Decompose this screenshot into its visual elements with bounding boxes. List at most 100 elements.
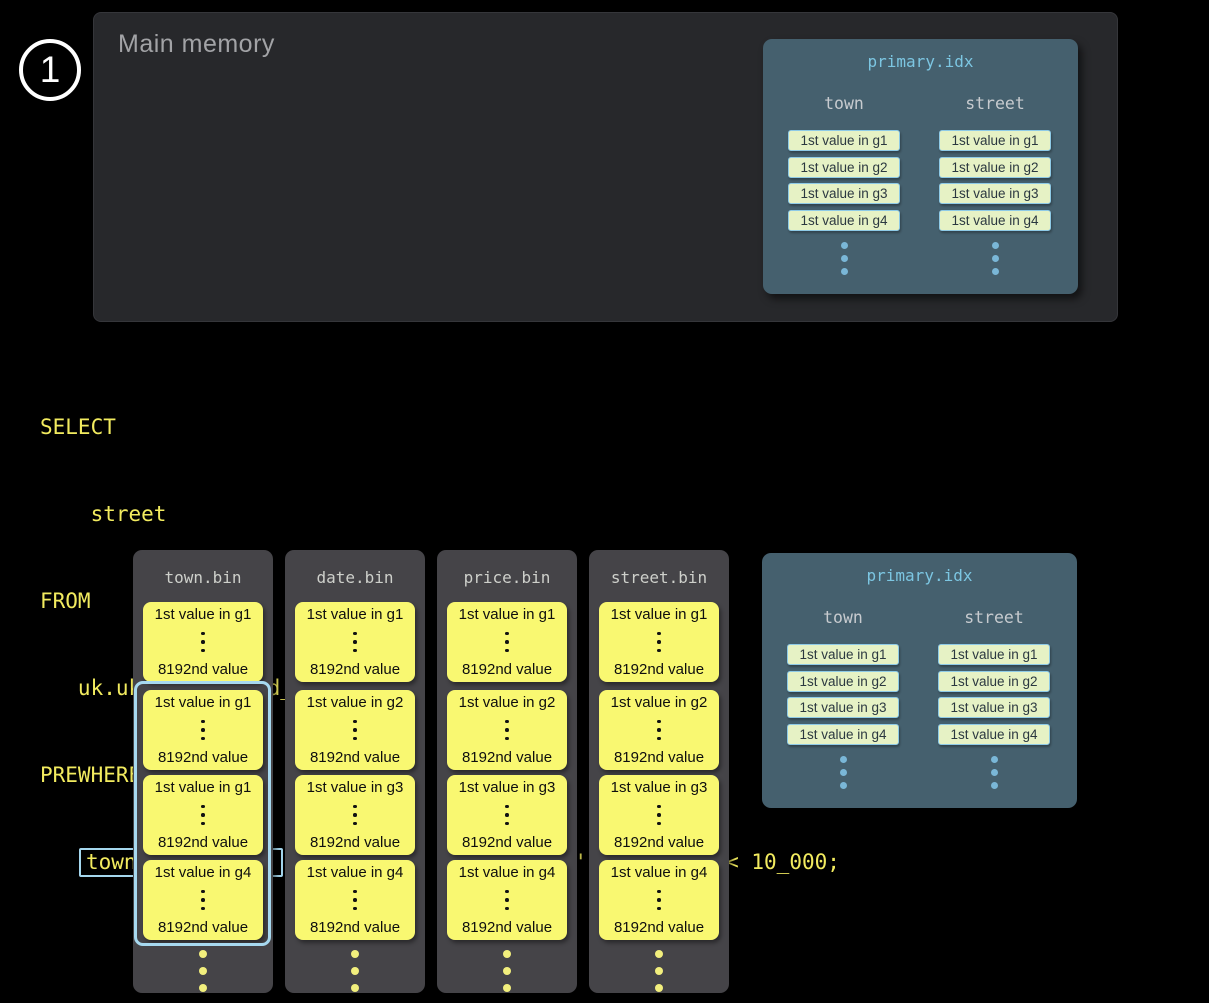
granule-last-value: 8192nd value (613, 749, 705, 766)
sql-line-prewhere: PREWHERE (40, 763, 142, 787)
bin-column-date: date.bin 1st value in g1 8192nd value 1s… (285, 550, 425, 993)
vertical-ellipsis-icon (505, 889, 509, 911)
ellipsis-dots-icon (788, 242, 900, 275)
step-number-badge: 1 (19, 39, 81, 101)
vertical-ellipsis-icon (353, 889, 357, 911)
main-memory-panel: Main memory primary.idx town street 1st … (93, 12, 1118, 322)
vertical-ellipsis-icon (353, 631, 357, 653)
bin-column-street: street.bin 1st value in g1 8192nd value … (589, 550, 729, 993)
granule-first-value: 1st value in g1 (154, 606, 252, 623)
sql-indent (40, 850, 78, 874)
vertical-ellipsis-icon (657, 889, 661, 911)
granule-last-value: 8192nd value (461, 661, 553, 678)
primary-idx-title: primary.idx (866, 566, 973, 585)
idx-cell: 1st value in g4 (787, 724, 899, 745)
granule-last-value: 8192nd value (309, 749, 401, 766)
idx-column-header-town: town (823, 608, 863, 627)
granule-block: 1st value in g1 8192nd value (599, 602, 719, 682)
ellipsis-dots-icon (938, 756, 1050, 789)
idx-column-header-street: street (964, 608, 1024, 627)
idx-cell: 1st value in g3 (787, 697, 899, 718)
ellipsis-dots-icon (437, 950, 577, 992)
granule-last-value: 8192nd value (461, 834, 553, 851)
granule-block: 1st value in g3 8192nd value (599, 775, 719, 855)
bin-column-title: street.bin (610, 568, 708, 587)
bin-column-title: date.bin (316, 568, 394, 587)
idx-cell: 1st value in g3 (939, 183, 1051, 204)
granule-first-value: 1st value in g2 (458, 694, 556, 711)
granule-first-value: 1st value in g3 (610, 779, 708, 796)
vertical-ellipsis-icon (657, 631, 661, 653)
ellipsis-dots-icon (589, 950, 729, 992)
idx-cell: 1st value in g1 (787, 644, 899, 665)
vertical-ellipsis-icon (657, 719, 661, 741)
primary-idx-panel-disk: primary.idx town street 1st value in g1 … (762, 553, 1077, 808)
granule-block: 1st value in g2 8192nd value (599, 690, 719, 770)
vertical-ellipsis-icon (353, 719, 357, 741)
granule-last-value: 8192nd value (309, 919, 401, 936)
ellipsis-dots-icon (133, 950, 273, 992)
sql-line-select: SELECT (40, 415, 116, 439)
granule-first-value: 1st value in g1 (610, 606, 708, 623)
granule-block: 1st value in g1 8192nd value (295, 602, 415, 682)
granule-block: 1st value in g2 8192nd value (447, 690, 567, 770)
vertical-ellipsis-icon (201, 804, 205, 826)
vertical-ellipsis-icon (201, 631, 205, 653)
granule-last-value: 8192nd value (613, 834, 705, 851)
granule-first-value: 1st value in g1 (154, 779, 252, 796)
granule-block: 1st value in g3 8192nd value (447, 775, 567, 855)
idx-cell: 1st value in g1 (788, 130, 900, 151)
granule-first-value: 1st value in g4 (306, 864, 404, 881)
granule-last-value: 8192nd value (157, 661, 249, 678)
granule-block: 1st value in g1 8192nd value (143, 602, 263, 682)
sql-line-select-column: street (40, 502, 167, 526)
granule-first-value: 1st value in g4 (610, 864, 708, 881)
idx-cell: 1st value in g2 (788, 157, 900, 178)
idx-column-header-town: town (824, 94, 864, 113)
ellipsis-dots-icon (787, 756, 899, 789)
granule-last-value: 8192nd value (309, 661, 401, 678)
granule-first-value: 1st value in g2 (610, 694, 708, 711)
bin-column-title: town.bin (164, 568, 242, 587)
granule-block: 1st value in g4 8192nd value (447, 860, 567, 940)
granule-last-value: 8192nd value (461, 749, 553, 766)
idx-cell: 1st value in g3 (938, 697, 1050, 718)
granule-last-value: 8192nd value (309, 834, 401, 851)
granule-first-value: 1st value in g3 (458, 779, 556, 796)
idx-cell: 1st value in g4 (939, 210, 1051, 231)
vertical-ellipsis-icon (353, 804, 357, 826)
granule-first-value: 1st value in g3 (306, 779, 404, 796)
idx-cell: 1st value in g3 (788, 183, 900, 204)
granule-last-value: 8192nd value (157, 749, 249, 766)
vertical-ellipsis-icon (505, 631, 509, 653)
granule-last-value: 8192nd value (157, 919, 249, 936)
idx-cell: 1st value in g2 (938, 671, 1050, 692)
granule-first-value: 1st value in g1 (154, 694, 252, 711)
ellipsis-dots-icon (285, 950, 425, 992)
vertical-ellipsis-icon (657, 804, 661, 826)
bin-column-title: price.bin (463, 568, 551, 587)
granule-first-value: 1st value in g2 (306, 694, 404, 711)
vertical-ellipsis-icon (201, 719, 205, 741)
granule-block: 1st value in g1 8192nd value (143, 775, 263, 855)
vertical-ellipsis-icon (505, 804, 509, 826)
primary-idx-panel-memory: primary.idx town street 1st value in g1 … (763, 39, 1078, 294)
vertical-ellipsis-icon (505, 719, 509, 741)
granule-first-value: 1st value in g1 (458, 606, 556, 623)
granule-first-value: 1st value in g4 (458, 864, 556, 881)
granule-block: 1st value in g4 8192nd value (143, 860, 263, 940)
bin-column-town: town.bin 1st value in g1 8192nd value 1s… (133, 550, 273, 993)
granule-block: 1st value in g3 8192nd value (295, 775, 415, 855)
granule-block: 1st value in g4 8192nd value (295, 860, 415, 940)
granule-block: 1st value in g4 8192nd value (599, 860, 719, 940)
vertical-ellipsis-icon (201, 889, 205, 911)
granule-block: 1st value in g2 8192nd value (295, 690, 415, 770)
granule-first-value: 1st value in g4 (154, 864, 252, 881)
idx-cell: 1st value in g2 (939, 157, 1051, 178)
granule-last-value: 8192nd value (461, 919, 553, 936)
step-number-label: 1 (39, 49, 61, 90)
ellipsis-dots-icon (939, 242, 1051, 275)
granule-last-value: 8192nd value (157, 834, 249, 851)
granule-block: 1st value in g1 8192nd value (143, 690, 263, 770)
